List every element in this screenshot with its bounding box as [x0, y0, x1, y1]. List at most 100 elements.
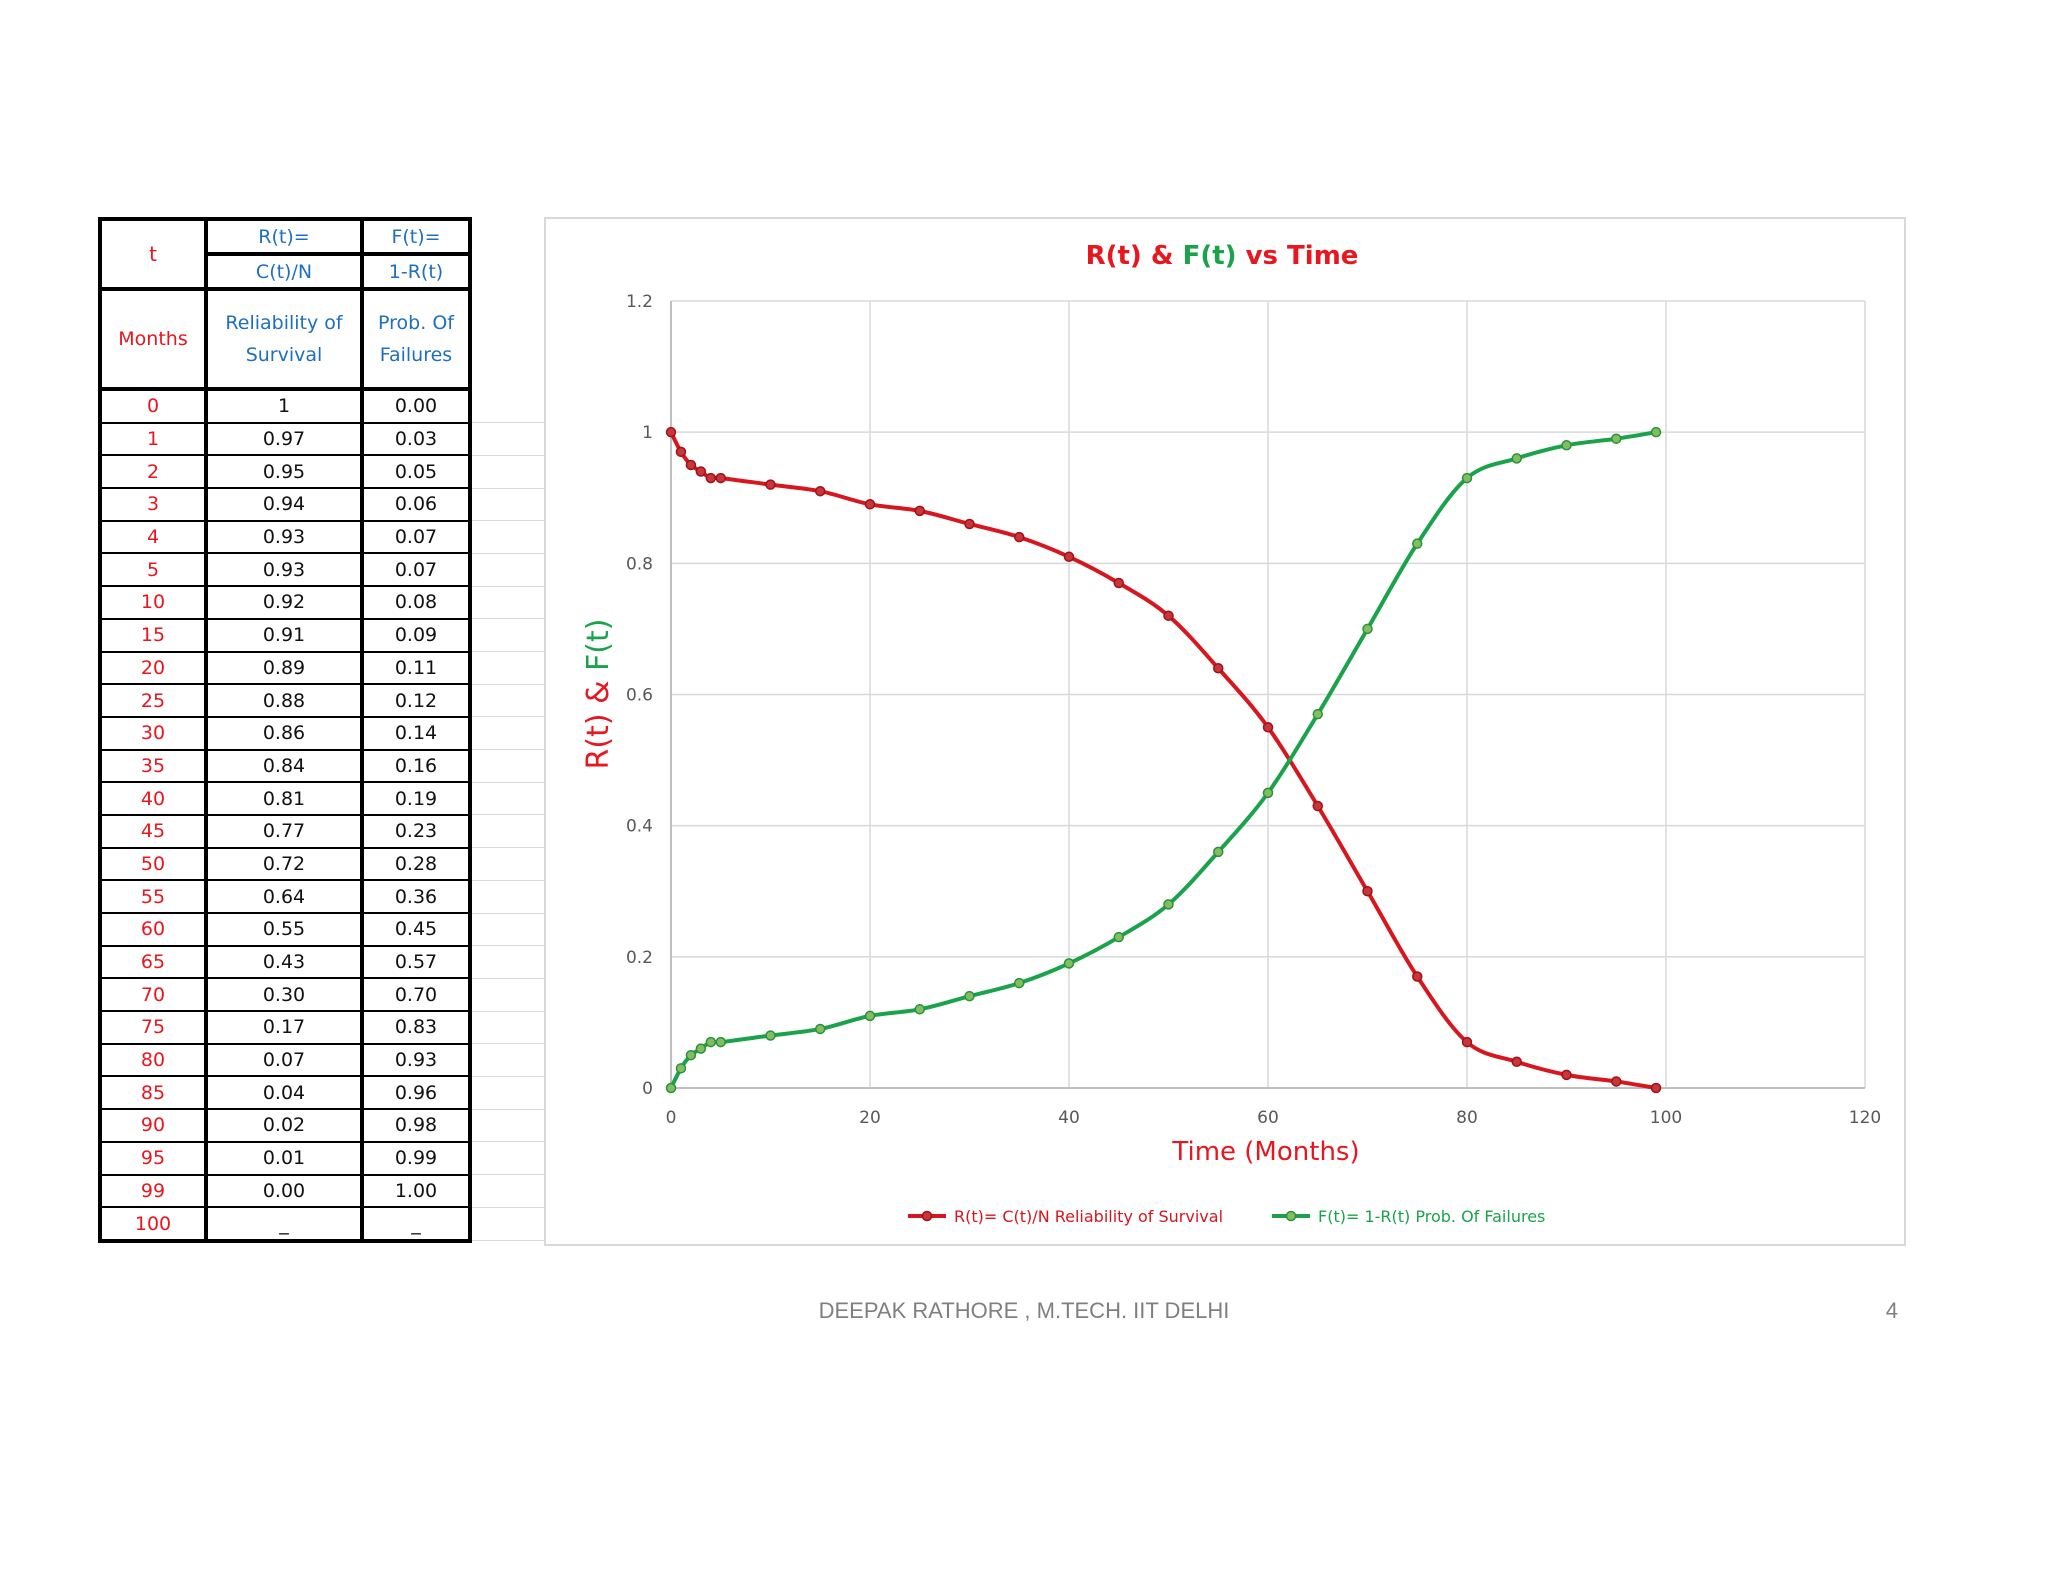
x-tick-label: 100 — [1650, 1108, 1682, 1128]
cell-t: 4 — [98, 520, 208, 555]
y-tick-label: 0.6 — [626, 686, 653, 706]
cell-spacer — [468, 651, 546, 685]
data-point-1 — [815, 485, 826, 497]
table-row: 90 0.02 0.98 — [98, 1109, 546, 1143]
data-point-2 — [1213, 846, 1224, 858]
cell-r: 0.88 — [204, 684, 364, 718]
cell-spacer — [468, 455, 546, 489]
cell-t: 35 — [98, 749, 208, 784]
table-header: t R(t)= F(t)= C(t)/N 1-R(t) Months Relia… — [98, 217, 546, 391]
cell-f: 0.19 — [360, 782, 472, 816]
cell-spacer — [468, 913, 546, 947]
header-f-desc: Prob. Of Failures — [360, 287, 472, 391]
chart-area-border — [544, 217, 1906, 1246]
cell-t: 50 — [98, 847, 208, 882]
table-row: 55 0.64 0.36 — [98, 880, 546, 914]
table-row: 60 0.55 0.45 — [98, 913, 546, 947]
legend-marker-1 — [921, 1210, 933, 1222]
data-point-2 — [765, 1030, 776, 1041]
table-row: 4 0.93 0.07 — [98, 520, 546, 555]
cell-f: 0.16 — [360, 749, 472, 784]
cell-r: 0.55 — [204, 913, 364, 947]
cell-r: 0.95 — [204, 455, 364, 490]
table-row: 100 _ _ — [98, 1207, 546, 1243]
cell-r: 0.94 — [204, 488, 364, 522]
cell-r: 0.77 — [204, 814, 364, 849]
data-point-2 — [1650, 426, 1662, 438]
cell-spacer — [468, 945, 546, 979]
cell-f: 0.14 — [360, 716, 472, 751]
cell-r: 0.81 — [204, 782, 364, 816]
x-tick-label: 120 — [1849, 1108, 1881, 1128]
cell-spacer — [468, 520, 546, 554]
cell-t: 75 — [98, 1011, 208, 1045]
cell-r: 0.84 — [204, 749, 364, 784]
chart-title: R(t) & F(t) vs Time — [1086, 241, 1359, 271]
cell-t: 70 — [98, 978, 208, 1013]
cell-r: 0.04 — [204, 1076, 364, 1111]
y-tick-label: 0.4 — [626, 817, 653, 837]
cell-t: 99 — [98, 1174, 208, 1209]
header-f-formula-2: 1-R(t) — [360, 252, 472, 291]
cell-t: 30 — [98, 716, 208, 751]
data-point-2 — [964, 990, 975, 1002]
reliability-table: t R(t)= F(t)= C(t)/N 1-R(t) Months Relia… — [98, 217, 546, 1243]
cell-r: 0.43 — [204, 945, 364, 980]
cell-f: 0.83 — [360, 1011, 472, 1045]
header-months: Months — [98, 287, 208, 391]
data-point-2 — [1262, 787, 1274, 799]
data-point-1 — [665, 426, 677, 438]
cell-r: 0.72 — [204, 847, 364, 882]
cell-r: 0.64 — [204, 880, 364, 914]
data-point-1 — [1063, 551, 1075, 563]
cell-spacer — [468, 389, 546, 424]
data-point-1 — [864, 499, 876, 510]
data-point-1 — [695, 466, 707, 477]
data-point-1 — [1362, 886, 1373, 897]
table-row: 95 0.01 0.99 — [98, 1141, 546, 1176]
cell-f: 0.36 — [360, 880, 472, 914]
footer-author: DEEPAK RATHORE , M.TECH. IIT DELHI — [818, 1298, 1230, 1323]
data-point-1 — [1412, 971, 1423, 982]
cell-r: 0.30 — [204, 978, 364, 1013]
data-point-2 — [815, 1023, 826, 1035]
cell-spacer — [468, 553, 546, 587]
table-row: 35 0.84 0.16 — [98, 749, 546, 784]
y-axis-label: R(t) & F(t) — [581, 619, 616, 770]
header-r-formula-2: C(t)/N — [204, 252, 364, 291]
x-tick-label: 0 — [666, 1108, 677, 1128]
cell-f: 0.96 — [360, 1076, 472, 1111]
cell-f: 0.70 — [360, 978, 472, 1013]
cell-spacer — [468, 749, 546, 783]
cell-t: 90 — [98, 1109, 208, 1143]
cell-r: 0.93 — [204, 553, 364, 588]
table-row: 15 0.91 0.09 — [98, 618, 546, 653]
cell-t: 2 — [98, 455, 208, 490]
header-f-formula-1: F(t)= — [360, 217, 472, 256]
data-point-2 — [705, 1036, 717, 1048]
cell-f: 0.12 — [360, 684, 472, 718]
data-point-1 — [1312, 800, 1323, 812]
cell-r: 0.07 — [204, 1043, 364, 1078]
cell-r: 0.02 — [204, 1109, 364, 1143]
data-point-1 — [1113, 577, 1124, 589]
cell-spacer — [468, 684, 546, 718]
table-row: 25 0.88 0.12 — [98, 684, 546, 718]
table-row: 99 0.00 1.00 — [98, 1174, 546, 1209]
cell-t: 1 — [98, 422, 208, 457]
data-point-2 — [1014, 977, 1025, 989]
cell-t: 25 — [98, 684, 208, 718]
cell-spacer — [468, 1043, 546, 1077]
y-tick-label: 0.2 — [626, 948, 653, 968]
cell-spacer — [468, 1011, 546, 1045]
table-row: 1 0.97 0.03 — [98, 422, 546, 457]
cell-f: 0.57 — [360, 945, 472, 980]
table-row: 0 1 0.00 — [98, 389, 546, 424]
cell-r: 1 — [204, 389, 364, 424]
data-point-1 — [1014, 531, 1025, 543]
data-point-2 — [914, 1004, 925, 1015]
cell-f: 0.28 — [360, 847, 472, 882]
cell-f: 0.09 — [360, 618, 472, 653]
data-point-1 — [1611, 1076, 1622, 1087]
